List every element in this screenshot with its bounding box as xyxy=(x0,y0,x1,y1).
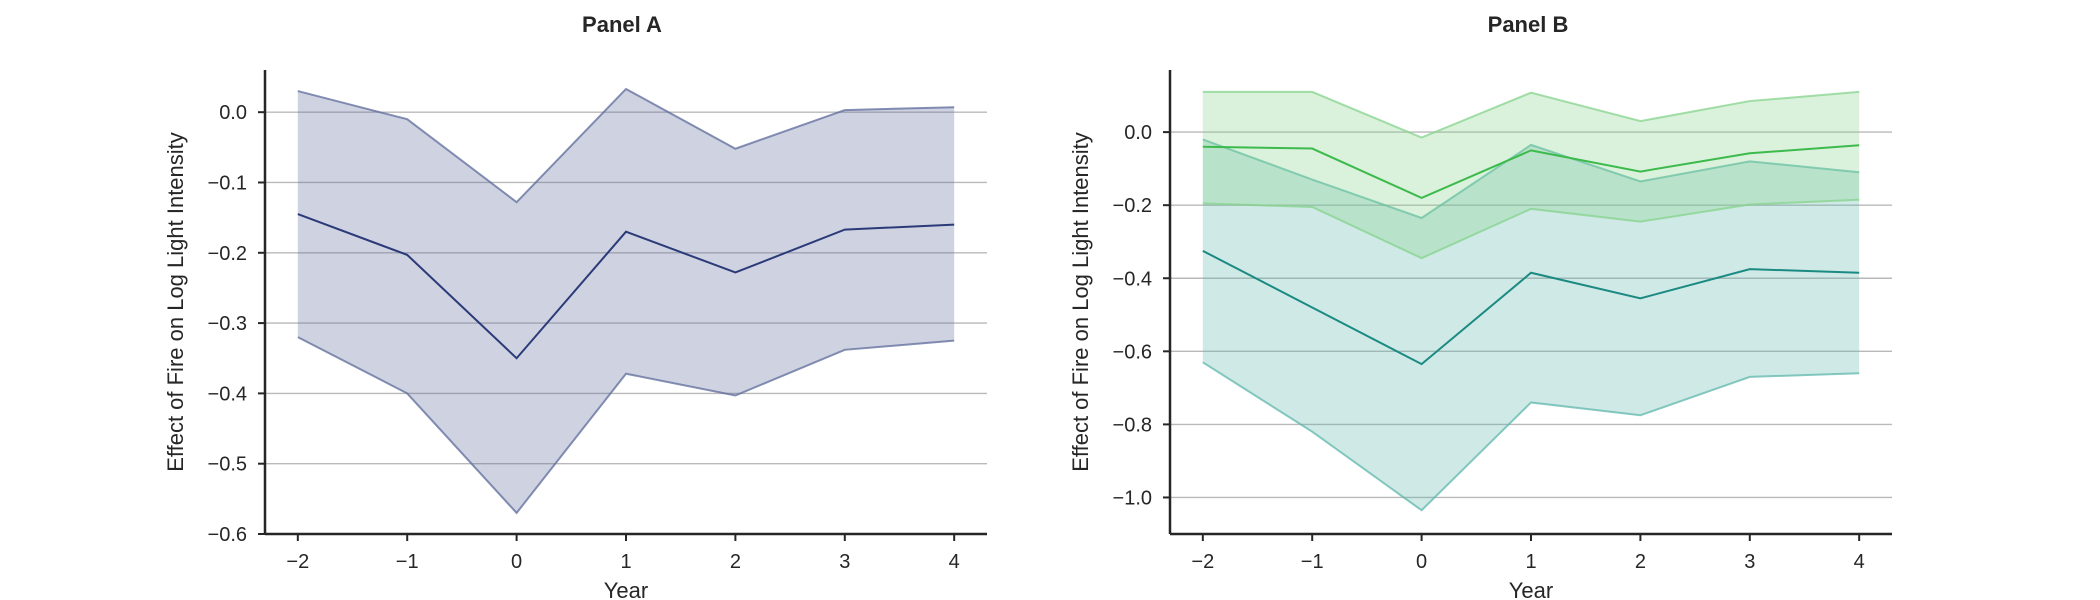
panel-b-x-tick-label: −2 xyxy=(1191,551,1214,573)
panel-b-x-tick-label: 2 xyxy=(1635,551,1646,573)
panel-b-upper-bound-1 xyxy=(1202,90,1860,139)
panel-b-series-line-1 xyxy=(1202,144,1860,199)
panel-a-x-tick-label: −2 xyxy=(286,551,309,573)
panel-a: Panel A Year Effect of Fire on Log Light… xyxy=(163,12,987,600)
panel-b-y-tick-label: −0.2 xyxy=(1113,195,1152,217)
panel-a-x-tick-label: 3 xyxy=(839,551,850,573)
panel-b-x-tick-label: −1 xyxy=(1301,551,1324,573)
panel-b-lower-bound-1 xyxy=(1202,198,1860,260)
panel-a-confidence-band-0 xyxy=(297,88,955,513)
panel-a-y-tick-label: 0.0 xyxy=(219,102,247,124)
panel-b-confidence-band-1 xyxy=(1202,91,1860,259)
panel-b-series-line-0 xyxy=(1202,249,1860,366)
panel-a-title: Panel A xyxy=(582,12,662,37)
panel-a-y-tick-label: −0.3 xyxy=(208,313,247,335)
panel-b-y-tick-label: −1.0 xyxy=(1113,487,1152,509)
panel-a-upper-bound-0 xyxy=(297,87,955,204)
panel-a-x-tick-label: 1 xyxy=(620,551,631,573)
panel-a-y-tick-label: −0.5 xyxy=(208,454,247,476)
panel-b-gridlines xyxy=(1170,131,1892,499)
panel-b-y-tick-label: −0.6 xyxy=(1113,341,1152,363)
panel-b-lower-bound-0 xyxy=(1202,361,1860,512)
panel-b-y-tick-label: −0.4 xyxy=(1113,268,1152,290)
panel-a-x-tick-label: 4 xyxy=(949,551,960,573)
panel-b-x-tick-label: 0 xyxy=(1416,551,1427,573)
panel-b-x-tick-label: 1 xyxy=(1525,551,1536,573)
panel-a-y-axis-label: Effect of Fire on Log Light Intensity xyxy=(163,132,188,472)
panel-a-series-line-0 xyxy=(297,213,955,360)
panel-a-x-axis-label: Year xyxy=(604,578,648,600)
panel-a-x-tick-label: 0 xyxy=(511,551,522,573)
panel-a-y-tick-label: −0.4 xyxy=(208,383,247,405)
panel-a-x-tick-label: −1 xyxy=(396,551,419,573)
panel-b-y-tick-label: 0.0 xyxy=(1124,122,1152,144)
panel-b-x-axis-label: Year xyxy=(1509,578,1553,600)
panel-a-y-tick-label: −0.6 xyxy=(208,524,247,546)
panel-b-y-tick-label: −0.8 xyxy=(1113,414,1152,436)
panel-b-x-tick-label: 3 xyxy=(1744,551,1755,573)
panel-a-lower-bound-0 xyxy=(297,336,955,515)
panel-b-x-tick-label: 4 xyxy=(1854,551,1865,573)
panel-a-y-tick-label: −0.1 xyxy=(208,172,247,194)
panel-b-y-axis-label: Effect of Fire on Log Light Intensity xyxy=(1068,132,1093,472)
panel-b-upper-bound-0 xyxy=(1202,138,1860,220)
panel-b-title: Panel B xyxy=(1488,12,1569,37)
panel-a-x-tick-label: 2 xyxy=(730,551,741,573)
panel-a-y-tick-label: −0.2 xyxy=(208,243,247,265)
panel-b: Panel B Year Effect of Fire on Log Light… xyxy=(1068,12,1892,600)
